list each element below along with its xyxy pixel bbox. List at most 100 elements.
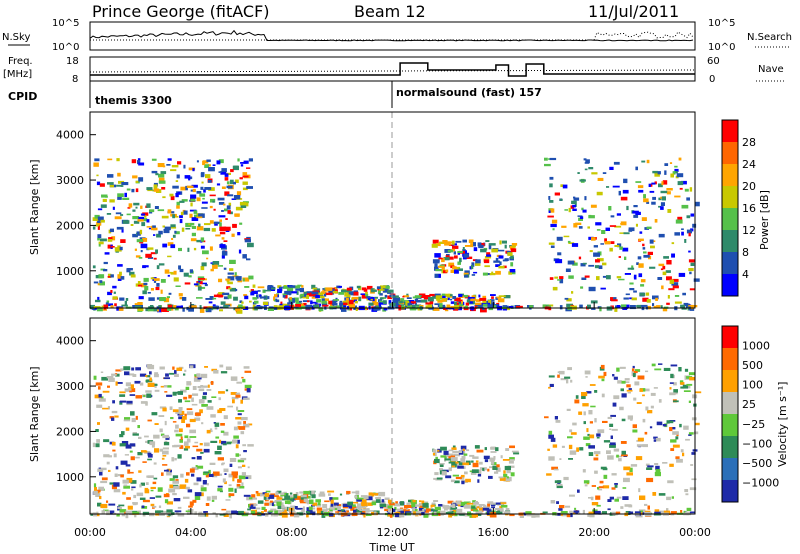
- range-cell: [684, 188, 689, 192]
- range-cell: [112, 206, 115, 210]
- range-cell: [212, 304, 216, 307]
- range-cell: [328, 493, 331, 496]
- range-cell: [455, 240, 462, 243]
- range-cell: [625, 293, 630, 296]
- range-cell: [488, 475, 493, 479]
- range-cell: [644, 503, 648, 506]
- range-cell: [142, 511, 150, 515]
- range-cell: [157, 163, 165, 168]
- range-cell: [106, 300, 110, 303]
- range-cell: [160, 433, 165, 437]
- range-cell: [497, 298, 505, 303]
- range-cell: [353, 290, 358, 293]
- range-cell: [295, 301, 302, 305]
- range-cell: [434, 273, 441, 278]
- range-cell: [135, 456, 140, 459]
- range-cell: [223, 431, 229, 436]
- range-cell: [248, 158, 253, 162]
- range-cell: [229, 458, 237, 462]
- range-cell: [302, 506, 305, 511]
- range-cell: [217, 445, 222, 450]
- freq-unit-label: [MHz]: [3, 69, 32, 80]
- freq-label: Freq.: [8, 56, 33, 67]
- range-cell: [383, 300, 387, 305]
- range-cell: [454, 305, 460, 310]
- range-cell: [162, 307, 169, 312]
- colorbar-swatch: [722, 208, 738, 230]
- range-cell: [377, 290, 381, 295]
- range-cell: [684, 368, 689, 372]
- range-cell: [319, 296, 325, 299]
- colorbar-tick-label: −1000: [742, 476, 779, 489]
- range-cell: [589, 250, 593, 253]
- range-cell: [525, 511, 532, 514]
- range-cell: [321, 302, 328, 307]
- range-cell: [616, 213, 621, 216]
- range-cell: [245, 476, 249, 479]
- range-cell: [493, 260, 500, 263]
- range-cell: [296, 507, 303, 510]
- range-cell: [622, 487, 627, 489]
- range-cell: [157, 307, 160, 312]
- range-cell: [490, 294, 496, 296]
- range-cell: [328, 290, 333, 293]
- range-cell: [99, 496, 102, 500]
- range-cell: [93, 490, 98, 495]
- range-cell: [103, 261, 108, 265]
- range-cell: [654, 181, 657, 185]
- range-cell: [571, 291, 574, 294]
- range-cell: [325, 287, 333, 292]
- range-cell: [495, 502, 501, 505]
- range-cell: [216, 183, 221, 186]
- range-cell: [243, 366, 250, 369]
- range-cell: [565, 268, 571, 272]
- range-cell: [607, 416, 612, 419]
- range-cell: [257, 500, 264, 504]
- range-cell: [152, 481, 157, 485]
- range-cell: [196, 191, 202, 194]
- range-cell: [101, 376, 108, 381]
- range-cell: [158, 305, 162, 309]
- range-cell: [670, 448, 675, 451]
- range-cell: [147, 257, 154, 259]
- freq-tick-low: 8: [72, 74, 78, 85]
- range-cell: [107, 182, 114, 185]
- range-cell: [609, 428, 612, 430]
- range-cell: [180, 473, 184, 478]
- range-cell: [240, 162, 247, 164]
- range-cell: [516, 305, 523, 308]
- range-cell: [409, 307, 417, 311]
- range-cell: [177, 506, 182, 509]
- range-cell: [132, 511, 140, 514]
- range-cell: [202, 480, 207, 485]
- range-cell: [104, 252, 110, 255]
- range-cell: [240, 457, 247, 461]
- range-cell: [329, 497, 333, 501]
- range-cell: [495, 467, 501, 472]
- range-cell: [379, 503, 387, 507]
- range-cell: [184, 400, 191, 403]
- range-cell: [549, 183, 553, 188]
- range-cell: [173, 444, 181, 448]
- range-cell: [621, 380, 626, 384]
- range-cell: [573, 196, 576, 199]
- range-cell: [563, 476, 569, 481]
- range-cell: [199, 305, 202, 310]
- range-cell: [671, 242, 675, 245]
- range-cell: [303, 498, 308, 502]
- range-cell: [196, 226, 204, 231]
- range-cell: [646, 226, 652, 229]
- range-cell: [447, 511, 454, 515]
- range-cell: [652, 196, 656, 200]
- range-cell: [619, 232, 626, 234]
- range-cell: [128, 373, 135, 376]
- range-cell: [549, 383, 554, 387]
- range-cell: [666, 276, 672, 281]
- range-cell: [155, 495, 162, 498]
- range-cell: [615, 511, 621, 515]
- range-cell: [111, 246, 115, 248]
- range-cell: [130, 456, 135, 461]
- colorbar-swatch: [722, 252, 738, 274]
- range-cell: [241, 472, 246, 476]
- range-cell: [241, 482, 244, 487]
